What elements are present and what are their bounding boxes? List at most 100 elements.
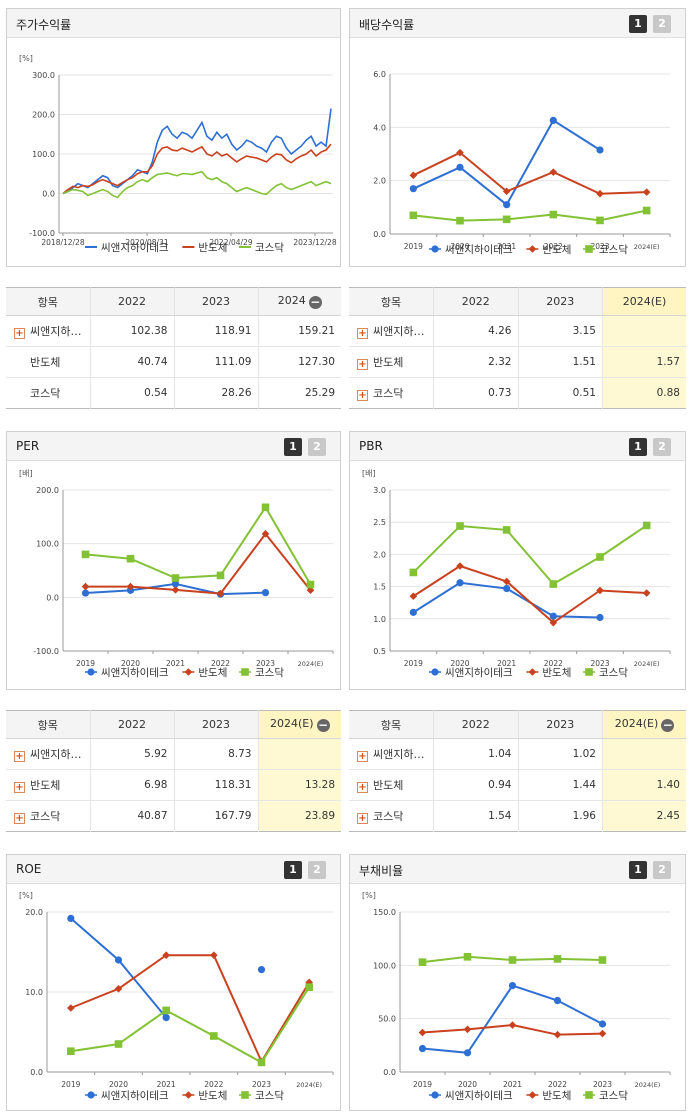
table-cell: 1.04 xyxy=(433,738,518,770)
expand-icon[interactable]: + xyxy=(14,328,25,339)
collapse-icon[interactable]: − xyxy=(661,718,675,732)
series-red xyxy=(81,530,315,598)
chart-option-2-button[interactable]: 2 xyxy=(653,15,671,33)
table-header: 2023 xyxy=(173,710,258,739)
collapse-icon[interactable]: − xyxy=(308,295,322,309)
table-cell: 1.02 xyxy=(517,738,603,770)
y-unit-label: [배] xyxy=(19,469,33,478)
legend: 씨앤지하이테크 반도체 코스닥 xyxy=(429,1089,628,1102)
table-cell: 118.31 xyxy=(173,769,258,801)
chart-option-1-button[interactable]: 1 xyxy=(629,438,647,456)
data-point xyxy=(456,562,464,570)
row-label: + 반도체 xyxy=(349,769,434,801)
table-header-row: 항목 2022 2023 2024(E) − xyxy=(349,710,686,739)
series-line xyxy=(62,108,332,195)
table-header: 2024(E) − xyxy=(602,710,686,739)
table-header-row: 항목 2022 2023 2024(E) xyxy=(349,287,686,316)
legend-marker xyxy=(184,668,193,676)
data-point xyxy=(216,571,225,580)
data-point xyxy=(67,914,75,922)
panel-dividend-yield: 배당수익률 1 2 6.0 4.0 2.0 0.0 2019 2020 2021 2022 20… xyxy=(349,8,686,267)
table-cell: 0.94 xyxy=(433,769,518,801)
per-table: 항목 2022 2023 2024(E) − + 씨앤지하… 5.92 8.73 + 반도체 6.98… xyxy=(6,710,341,832)
data-point xyxy=(114,985,123,993)
data-point xyxy=(463,953,472,961)
series-line xyxy=(62,143,332,195)
y-tick-label: 2.0 xyxy=(373,550,386,559)
panel-title: 부채비율 xyxy=(359,864,404,878)
x-tick-label: 2024(E) xyxy=(634,660,660,668)
expand-icon[interactable]: + xyxy=(357,751,368,762)
data-point xyxy=(642,188,651,196)
legend-label: 코스닥 xyxy=(255,1090,284,1102)
table-cell: 1.57 xyxy=(602,346,686,378)
data-point xyxy=(409,211,418,220)
table-cell: 127.30 xyxy=(257,346,341,378)
data-point xyxy=(642,589,651,597)
legend-marker xyxy=(585,1091,593,1099)
chart-option-2-button[interactable]: 2 xyxy=(308,438,326,456)
table-cell: 4.26 xyxy=(433,315,518,347)
expand-icon[interactable]: + xyxy=(357,328,368,339)
chart-option-2-button[interactable]: 2 xyxy=(308,861,326,879)
series-line xyxy=(70,986,311,1064)
legend-marker xyxy=(431,245,439,253)
x-tick-label: 2024(E) xyxy=(635,1081,661,1089)
dividend-yield-chart: 6.0 4.0 2.0 0.0 2019 2020 2021 2022 2023 2024(E) 씨… xyxy=(373,70,671,256)
expand-icon[interactable]: + xyxy=(14,751,25,762)
series-green xyxy=(409,206,651,225)
panel-title: 주가수익률 xyxy=(16,18,72,32)
expand-icon[interactable]: + xyxy=(357,390,368,401)
series-blue xyxy=(409,579,604,622)
legend-marker xyxy=(87,668,95,676)
y-tick-label: 50.0 xyxy=(378,1015,396,1024)
chart-option-2-button[interactable]: 2 xyxy=(653,438,671,456)
collapse-icon[interactable]: − xyxy=(316,718,330,732)
data-point xyxy=(257,1058,266,1067)
data-point xyxy=(418,1044,427,1053)
expand-icon[interactable]: + xyxy=(14,813,25,824)
y-tick-label: 200.0 xyxy=(32,111,55,120)
table-cell: 40.74 xyxy=(89,346,174,378)
table-row: + 씨앤지하… 5.92 8.73 xyxy=(6,738,341,770)
y-unit-label: [%] xyxy=(19,891,33,900)
row-label: + 반도체 xyxy=(6,769,90,801)
expand-icon[interactable]: + xyxy=(357,782,368,793)
chart-option-1-button[interactable]: 1 xyxy=(284,861,302,879)
x-tick-label: 2023 xyxy=(593,1080,612,1089)
y-tick-label: 0.0 xyxy=(30,1068,43,1077)
data-point xyxy=(162,1014,170,1022)
data-point xyxy=(549,210,558,219)
data-point xyxy=(596,553,604,561)
panel-title: PER xyxy=(16,439,40,453)
data-point xyxy=(549,580,558,588)
data-point xyxy=(67,1047,75,1055)
y-tick-label: 1.5 xyxy=(373,583,386,592)
y-tick-label: -100.0 xyxy=(33,647,59,656)
y-tick-label: 200.0 xyxy=(36,486,59,495)
table-cell: 0.54 xyxy=(89,377,174,409)
panel-pbr: PBR 1 2 [배] 3.0 2.5 2.0 1.5 1.0 0.5 2019 2020 202… xyxy=(349,431,686,690)
table-cell: 0.88 xyxy=(602,377,686,409)
table-cell: 13.28 xyxy=(257,769,341,801)
chart-option-1-button[interactable]: 1 xyxy=(629,861,647,879)
table-cell: 8.73 xyxy=(173,738,258,770)
expand-icon[interactable]: + xyxy=(357,359,368,370)
x-tick-label: 2021 xyxy=(497,242,516,251)
table-header: 항목 xyxy=(6,710,90,739)
legend-label: 씨앤지하이테크 xyxy=(445,243,513,256)
panel-roe: ROE 1 2 [%] 20.0 10.0 0.0 2019 2020 2021 2022 20… xyxy=(6,854,341,1111)
chart-option-1-button[interactable]: 1 xyxy=(284,438,302,456)
chart-option-1-button[interactable]: 1 xyxy=(629,15,647,33)
expand-icon[interactable]: + xyxy=(357,813,368,824)
series-green xyxy=(62,170,332,199)
y-tick-label: 2.0 xyxy=(373,177,386,186)
table-cell: 1.40 xyxy=(602,769,686,801)
chart-option-2-button[interactable]: 2 xyxy=(653,861,671,879)
data-point xyxy=(463,1025,472,1034)
x-tick-label: 2020 xyxy=(450,242,469,251)
data-point xyxy=(162,951,170,959)
expand-icon[interactable]: + xyxy=(14,782,25,793)
legend-marker xyxy=(87,1091,95,1099)
table-cell: 0.73 xyxy=(433,377,518,409)
